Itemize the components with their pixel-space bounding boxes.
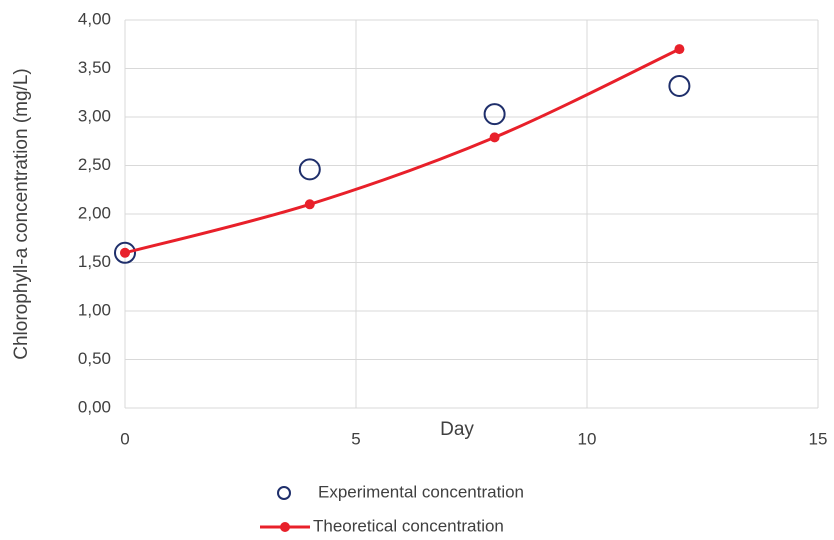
- x-axis-label: Day: [440, 419, 474, 440]
- x-tick-label: 10: [578, 429, 597, 448]
- legend-label: Theoretical concentration: [313, 516, 504, 535]
- y-tick-label: 0,50: [78, 349, 111, 368]
- data-point: [674, 44, 685, 55]
- legend-marker: [280, 522, 290, 532]
- y-tick-label: 0,00: [78, 397, 111, 416]
- series-line: [124, 47, 681, 255]
- y-tick-label: 2,00: [78, 203, 111, 222]
- data-point: [120, 247, 130, 258]
- x-tick-label: 15: [809, 429, 828, 448]
- data-point: [489, 132, 500, 143]
- y-tick-label: 3,50: [78, 58, 111, 77]
- y-tick-label: 2,50: [78, 155, 111, 174]
- y-axis-label: Chlorophyll-a concentration (mg/L): [11, 68, 32, 359]
- x-tick-label: 5: [351, 429, 360, 448]
- data-point: [114, 241, 136, 264]
- y-tick-label: 3,00: [78, 106, 111, 125]
- y-tick-label: 1,50: [78, 252, 111, 271]
- data-point: [483, 103, 506, 126]
- y-tick-label: 1,00: [78, 300, 111, 319]
- y-tick-label: 4,00: [78, 9, 111, 28]
- x-tick-label: 0: [120, 429, 129, 448]
- data-point: [298, 158, 321, 181]
- data-point: [668, 74, 691, 97]
- data-point: [304, 199, 315, 210]
- legend-marker: [277, 486, 291, 500]
- legend-label: Experimental concentration: [318, 482, 524, 501]
